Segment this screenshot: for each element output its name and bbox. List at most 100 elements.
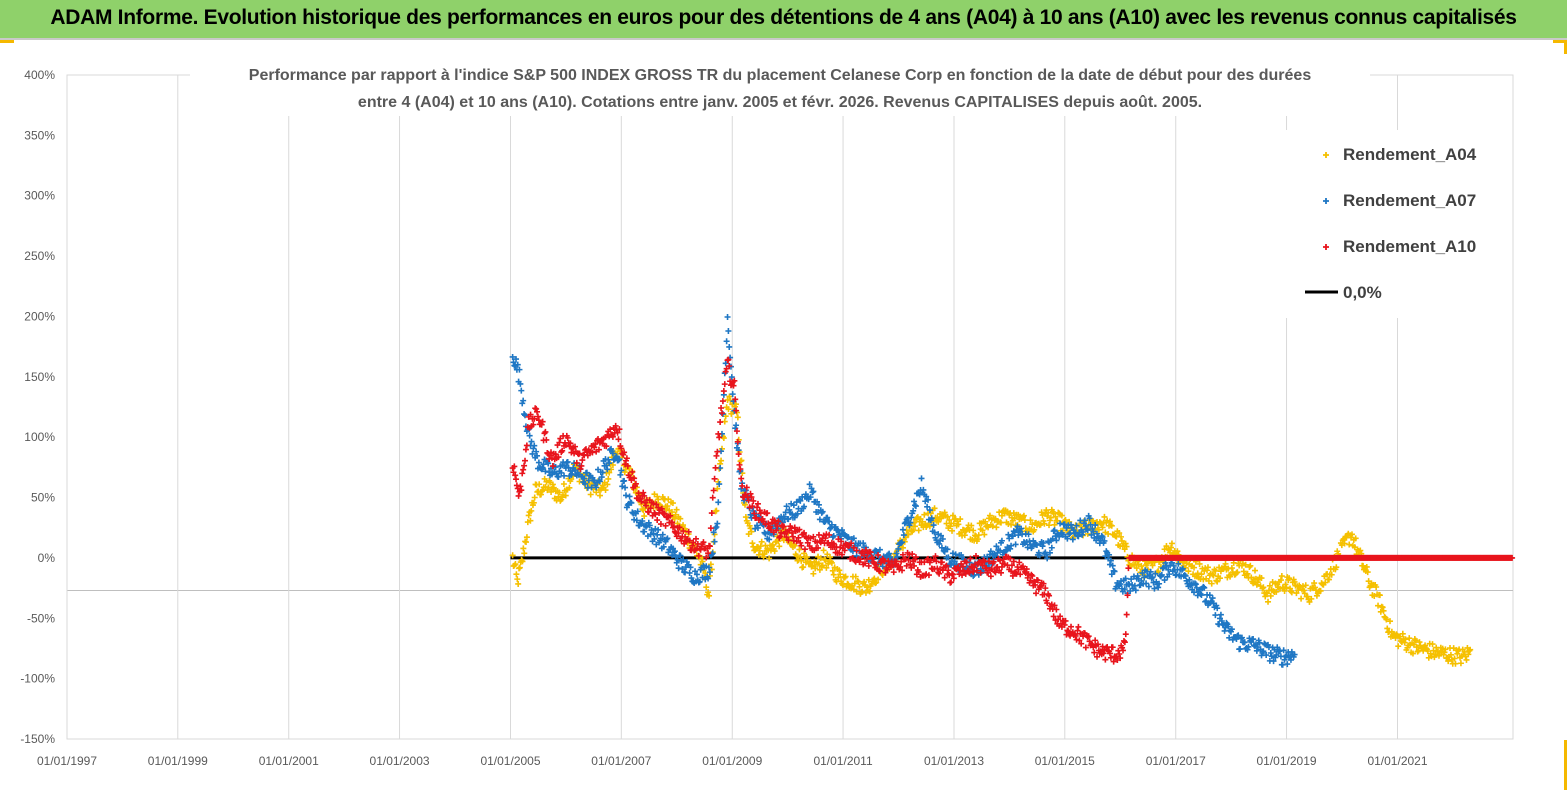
- data-point: [702, 570, 709, 577]
- data-point: [1044, 513, 1051, 520]
- data-point: [510, 469, 517, 476]
- chart-title-background: [190, 58, 1370, 116]
- data-point: [1031, 526, 1038, 533]
- data-point: [815, 501, 822, 508]
- data-point: [783, 534, 790, 541]
- x-tick-label: 01/01/2001: [259, 754, 319, 768]
- data-point: [803, 554, 810, 561]
- data-point: [602, 487, 609, 494]
- data-point: [735, 451, 742, 458]
- data-point: [629, 468, 636, 475]
- data-point: [1152, 570, 1159, 577]
- data-point: [664, 535, 671, 542]
- data-point: [1032, 581, 1039, 588]
- data-point: [641, 528, 648, 535]
- data-point: [899, 551, 906, 558]
- data-point: [815, 560, 822, 567]
- data-point: [1076, 637, 1083, 644]
- data-point: [520, 545, 527, 552]
- data-point: [522, 457, 529, 464]
- data-point: [689, 542, 696, 549]
- data-point: [924, 503, 931, 510]
- data-point: [1204, 567, 1211, 574]
- data-point: [1284, 661, 1291, 668]
- data-point: [1204, 564, 1211, 571]
- data-point: [1051, 527, 1058, 534]
- data-point: [1044, 600, 1051, 607]
- data-point: [1234, 569, 1241, 576]
- data-point: [1079, 531, 1086, 538]
- data-point: [1212, 567, 1219, 574]
- data-point: [1062, 517, 1069, 524]
- data-point: [568, 471, 575, 478]
- data-point: [733, 428, 740, 435]
- data-point: [1161, 577, 1168, 584]
- data-point: [654, 493, 661, 500]
- data-point: [1107, 557, 1114, 564]
- data-point: [604, 466, 611, 473]
- data-point: [771, 548, 778, 555]
- data-point: [798, 557, 805, 564]
- data-point: [773, 527, 780, 534]
- data-point: [865, 562, 872, 569]
- data-point: [981, 531, 988, 538]
- data-point: [1010, 558, 1017, 565]
- data-point: [1002, 548, 1009, 555]
- data-point: [567, 440, 574, 447]
- y-tick-label: 250%: [24, 249, 55, 263]
- data-point: [761, 551, 768, 558]
- data-point: [867, 549, 874, 556]
- data-point: [708, 510, 715, 517]
- data-point: [522, 412, 529, 419]
- data-point: [800, 564, 807, 571]
- data-point: [1078, 640, 1085, 647]
- data-point: [1090, 528, 1097, 535]
- data-point: [1149, 562, 1156, 569]
- data-point: [1046, 549, 1053, 556]
- data-point: [947, 561, 954, 568]
- data-point: [1412, 637, 1419, 644]
- data-point: [609, 462, 616, 469]
- data-point: [638, 520, 645, 527]
- data-point: [814, 498, 821, 505]
- data-point: [556, 439, 563, 446]
- data-point: [1030, 537, 1037, 544]
- data-point: [1252, 567, 1258, 574]
- data-point: [1182, 572, 1189, 579]
- data-point: [509, 552, 516, 559]
- data-point: [945, 554, 952, 561]
- data-point: [810, 570, 817, 577]
- data-point: [963, 559, 970, 566]
- data-point: [1108, 522, 1115, 529]
- data-point: [1328, 571, 1335, 578]
- data-point: [675, 530, 682, 537]
- data-point: [660, 543, 667, 550]
- data-point: [944, 513, 951, 520]
- data-point: [706, 543, 713, 550]
- data-point: [946, 517, 953, 524]
- data-point: [796, 526, 803, 533]
- data-point: [1317, 587, 1324, 594]
- data-point: [673, 559, 680, 566]
- data-point: [766, 555, 773, 562]
- data-point: [925, 572, 932, 579]
- data-point: [542, 428, 549, 435]
- data-point: [1027, 577, 1034, 584]
- data-point: [899, 567, 906, 574]
- data-point: [517, 380, 524, 387]
- data-point: [1069, 536, 1076, 543]
- data-point: [1442, 646, 1449, 653]
- data-point: [931, 505, 938, 512]
- data-point: [739, 482, 746, 489]
- data-point: [1141, 574, 1148, 581]
- data-point: [1050, 528, 1057, 535]
- data-point: [1250, 580, 1257, 587]
- data-point: [1198, 592, 1205, 599]
- data-point: [915, 527, 922, 534]
- data-point: [938, 532, 945, 539]
- data-point: [1017, 571, 1024, 578]
- data-point: [1451, 655, 1458, 662]
- data-point: [550, 484, 557, 491]
- data-point: [721, 381, 728, 388]
- data-point: [1167, 549, 1174, 556]
